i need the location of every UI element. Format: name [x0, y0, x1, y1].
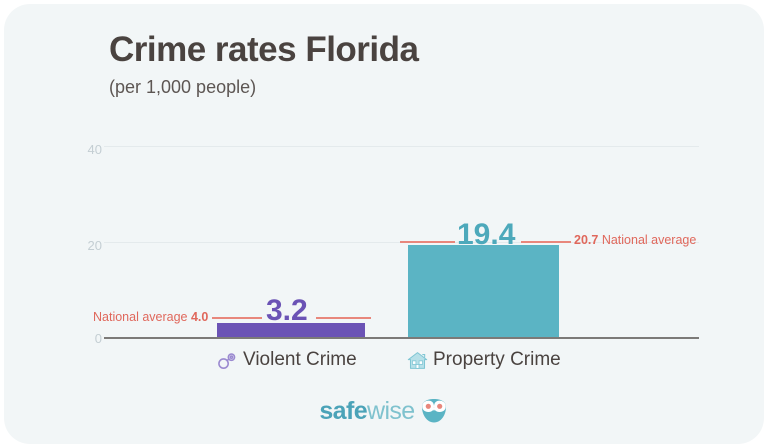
page-title: Crime rates Florida — [109, 30, 419, 69]
bar-property-crime[interactable] — [408, 245, 559, 338]
logo-wordmark-secondary: wise — [367, 397, 415, 425]
category-label-property-crime-text: Property Crime — [433, 349, 561, 370]
category-label-property-crime[interactable]: Property Crime — [407, 348, 561, 372]
reference-label-property-value: 20.7 — [574, 233, 602, 247]
reference-label-property-suffix: National average — [601, 233, 697, 247]
chart-header: Crime rates Florida (per 1,000 people) — [109, 28, 419, 100]
bar-violent-crime[interactable] — [217, 323, 365, 338]
reference-line-violent-left — [212, 317, 262, 319]
x-axis-line — [104, 337, 699, 339]
value-label-property-crime: 19.4 — [457, 218, 516, 251]
category-label-violent-crime[interactable]: Violent Crime — [217, 348, 357, 372]
y-axis-tick-20: 20 — [87, 238, 102, 253]
gridline-40 — [104, 146, 699, 147]
y-axis-tick-40: 40 — [87, 142, 102, 157]
reference-line-violent-right — [316, 317, 371, 319]
reference-line-property-right — [521, 241, 571, 243]
reference-label-violent: National average 4.0 — [93, 310, 208, 324]
reference-label-property: 20.7 National average — [574, 233, 696, 247]
chart-card: Crime rates Florida (per 1,000 people) 4… — [4, 4, 764, 444]
house-icon — [407, 350, 428, 371]
safewise-logo[interactable]: safewise — [4, 396, 764, 426]
reference-line-property-left — [400, 241, 455, 243]
owl-icon — [419, 398, 449, 424]
chart-subtitle: (per 1,000 people) — [109, 77, 257, 97]
reference-label-violent-prefix: National average — [93, 310, 191, 324]
handcuffs-icon — [217, 350, 238, 371]
chart-plot-area: 40 20 0 National average 4.0 3.2 19.4 20… — [4, 4, 764, 444]
category-label-violent-crime-text: Violent Crime — [243, 349, 357, 370]
reference-label-violent-value: 4.0 — [190, 310, 209, 324]
value-label-violent-crime: 3.2 — [266, 294, 308, 327]
logo-wordmark: safewise — [319, 396, 415, 426]
logo-wordmark-primary: safe — [319, 397, 367, 425]
y-axis-tick-0: 0 — [94, 331, 102, 346]
